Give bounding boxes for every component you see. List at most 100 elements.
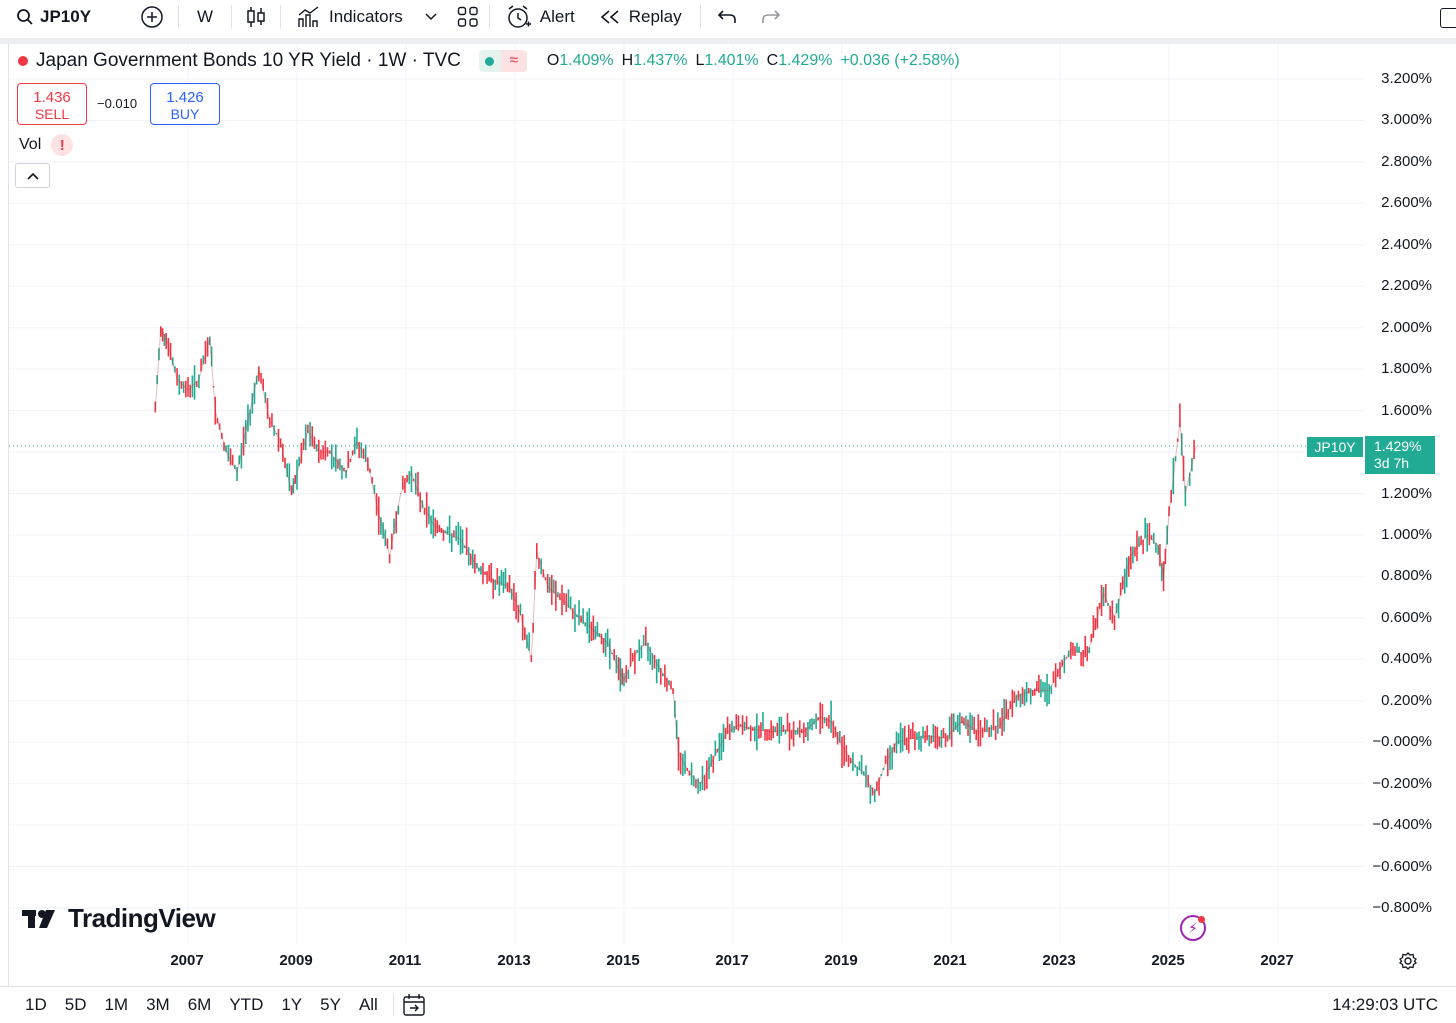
- price-series: [154, 326, 1195, 804]
- legend-badges[interactable]: ≈: [478, 50, 527, 72]
- y-tick-label: 1.600%: [1381, 401, 1432, 419]
- candlestick-icon: [247, 7, 265, 27]
- toolbar-divider: [231, 5, 233, 29]
- indicators-button[interactable]: Indicators: [281, 0, 413, 34]
- range-1m[interactable]: 1M: [104, 995, 129, 1014]
- y-tick-label: 0.800%: [1381, 567, 1432, 585]
- compare-button[interactable]: [130, 0, 174, 34]
- y-tick-label: 1.800%: [1381, 360, 1432, 378]
- x-tick-label: 2009: [279, 952, 313, 969]
- buy-price: 1.426: [166, 89, 204, 106]
- chart-type-button[interactable]: [232, 0, 280, 34]
- indicators-dropdown[interactable]: [413, 0, 441, 34]
- tradingview-logo[interactable]: TradingView: [22, 903, 216, 934]
- settings-gear-icon[interactable]: [1398, 951, 1418, 971]
- toolbar-divider: [178, 5, 179, 29]
- range-5d[interactable]: 5D: [64, 995, 87, 1014]
- y-tick-label: 2.600%: [1381, 194, 1432, 212]
- sell-button[interactable]: 1.436 SELL: [17, 83, 87, 125]
- last-price: 1.429%: [1374, 438, 1422, 454]
- change-value: +0.036 (+2.58%): [840, 52, 960, 69]
- range-6m[interactable]: 6M: [187, 995, 212, 1014]
- last-price-tag: 1.429% 3d 7h: [1365, 436, 1435, 474]
- layouts-button[interactable]: [441, 0, 489, 34]
- fullscreen-icon[interactable]: [1440, 8, 1456, 28]
- collapse-legend-button[interactable]: [15, 163, 50, 188]
- y-tick-label: −0.600%: [1372, 857, 1432, 875]
- go-to-date-icon[interactable]: [402, 993, 428, 1017]
- x-tick-label: 2007: [170, 952, 204, 969]
- add-circle-icon: [141, 6, 163, 28]
- open-value: 1.409%: [559, 52, 614, 69]
- y-tick-label: −0.000%: [1372, 733, 1432, 751]
- utc-clock[interactable]: 14:29:03 UTC: [1332, 995, 1438, 1014]
- indicators-label: Indicators: [329, 7, 403, 26]
- x-tick-label: 2017: [715, 952, 749, 969]
- low-key: L: [695, 52, 705, 69]
- x-tick-label: 2011: [388, 952, 422, 969]
- interval-button[interactable]: W: [179, 0, 231, 34]
- redo-button[interactable]: [749, 0, 793, 34]
- chart-canvas[interactable]: [9, 44, 1456, 986]
- rewind-icon: [600, 10, 619, 24]
- alert-button[interactable]: Alert: [490, 0, 587, 34]
- interval-label: W: [197, 7, 214, 26]
- data-status-icon: [478, 50, 501, 72]
- symbol-label: JP10Y: [40, 7, 92, 26]
- high-value: 1.437%: [633, 52, 688, 69]
- lightning-icon[interactable]: ⚡: [1180, 915, 1206, 941]
- toolbar-divider: [699, 5, 701, 29]
- toolbar-divider: [488, 5, 490, 29]
- redo-icon: [761, 10, 780, 23]
- y-tick-label: 0.400%: [1381, 650, 1432, 668]
- price-line: [154, 325, 1197, 796]
- toolbar-divider-bar: [0, 38, 1456, 44]
- undo-icon: [717, 10, 736, 23]
- tradingview-logo-icon: [22, 909, 55, 928]
- alarm-clock-icon: [508, 5, 531, 28]
- undo-button[interactable]: [701, 0, 749, 34]
- symbol-search[interactable]: JP10Y: [0, 0, 130, 34]
- volume-label: Vol: [19, 136, 42, 153]
- close-value: 1.429%: [778, 52, 833, 69]
- x-tick-label: 2027: [1260, 952, 1294, 969]
- y-tick-label: 0.600%: [1381, 608, 1432, 626]
- y-tick-label: 2.000%: [1381, 318, 1432, 336]
- market-status-icon: [18, 56, 28, 66]
- y-tick-label: −0.400%: [1372, 816, 1432, 834]
- x-tick-label: 2021: [933, 952, 967, 969]
- replay-button[interactable]: Replay: [587, 0, 694, 34]
- y-tick-label: 3.000%: [1381, 111, 1432, 129]
- range-1y[interactable]: 1Y: [281, 995, 303, 1014]
- y-tick-label: 2.200%: [1381, 277, 1432, 295]
- range-all[interactable]: All: [358, 995, 378, 1014]
- range-5y[interactable]: 5Y: [320, 995, 341, 1014]
- buy-label: BUY: [170, 106, 200, 122]
- legend-title: Japan Government Bonds 10 YR Yield · 1W …: [36, 50, 461, 71]
- spread-value: −0.010: [97, 96, 138, 111]
- y-tick-label: −0.800%: [1372, 899, 1432, 916]
- bottom-divider: [392, 994, 394, 1016]
- ohlc-values: O1.409% H1.437% L1.401% C1.429% +0.036 (…: [547, 52, 960, 70]
- y-tick-label: 1.000%: [1381, 525, 1432, 543]
- close-key: C: [766, 52, 779, 69]
- y-tick-label: 2.400%: [1381, 235, 1432, 253]
- buy-button[interactable]: 1.426 BUY: [150, 83, 220, 125]
- range-1d[interactable]: 1D: [25, 995, 47, 1014]
- high-key: H: [621, 52, 634, 69]
- bottom-toolbar: 1D 5D 1M 3M 6M YTD 1Y 5Y All 14:29:03 UT…: [0, 986, 1456, 1023]
- chart-pane[interactable]: [8, 44, 1456, 986]
- sell-price: 1.436: [33, 89, 71, 106]
- volume-legend[interactable]: Vol !: [19, 134, 74, 156]
- notification-dot: [1198, 916, 1205, 923]
- indicators-icon: [298, 6, 319, 27]
- warning-icon[interactable]: !: [51, 134, 74, 156]
- alert-label: Alert: [539, 7, 575, 26]
- range-3m[interactable]: 3M: [146, 995, 170, 1014]
- low-value: 1.401%: [704, 52, 759, 69]
- range-ytd[interactable]: YTD: [229, 995, 264, 1014]
- grid-layout-icon: [457, 6, 478, 27]
- y-tick-label: 0.200%: [1381, 691, 1432, 709]
- delayed-data-icon: ≈: [500, 50, 527, 72]
